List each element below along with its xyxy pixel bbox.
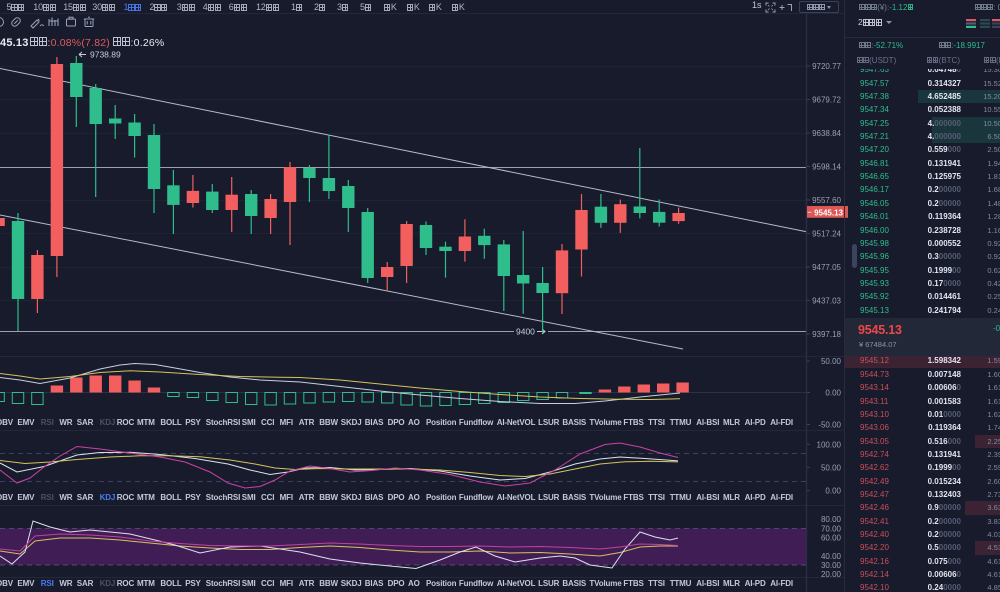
svg-text:9557.60: 9557.60 bbox=[812, 196, 841, 205]
svg-text:40.00: 40.00 bbox=[821, 552, 842, 561]
svg-text:-50.00: -50.00 bbox=[818, 421, 841, 430]
svg-text:60.00: 60.00 bbox=[821, 534, 842, 543]
svg-text:70.00: 70.00 bbox=[821, 524, 842, 533]
svg-text:9720.77: 9720.77 bbox=[812, 62, 841, 71]
svg-text:9437.03: 9437.03 bbox=[812, 297, 841, 306]
svg-text:9400: 9400 bbox=[516, 327, 535, 337]
svg-text:30.00: 30.00 bbox=[821, 561, 842, 570]
svg-text:80.00: 80.00 bbox=[821, 515, 842, 524]
svg-text:20.00: 20.00 bbox=[821, 570, 842, 579]
svg-text:50.00: 50.00 bbox=[821, 463, 842, 472]
svg-text:9598.14: 9598.14 bbox=[812, 163, 841, 172]
svg-text:9638.84: 9638.84 bbox=[812, 129, 841, 138]
svg-text:100.00: 100.00 bbox=[817, 440, 842, 449]
svg-text:0.00: 0.00 bbox=[825, 487, 841, 496]
svg-text:9517.24: 9517.24 bbox=[812, 230, 841, 239]
svg-text:9545.13: 9545.13 bbox=[814, 208, 843, 217]
svg-text:9477.05: 9477.05 bbox=[812, 263, 841, 272]
svg-text:9679.72: 9679.72 bbox=[812, 96, 841, 105]
svg-text:9397.18: 9397.18 bbox=[812, 330, 841, 339]
svg-text:50.00: 50.00 bbox=[821, 357, 842, 366]
svg-text:9738.89: 9738.89 bbox=[90, 50, 121, 60]
svg-text:0.00: 0.00 bbox=[825, 389, 841, 398]
